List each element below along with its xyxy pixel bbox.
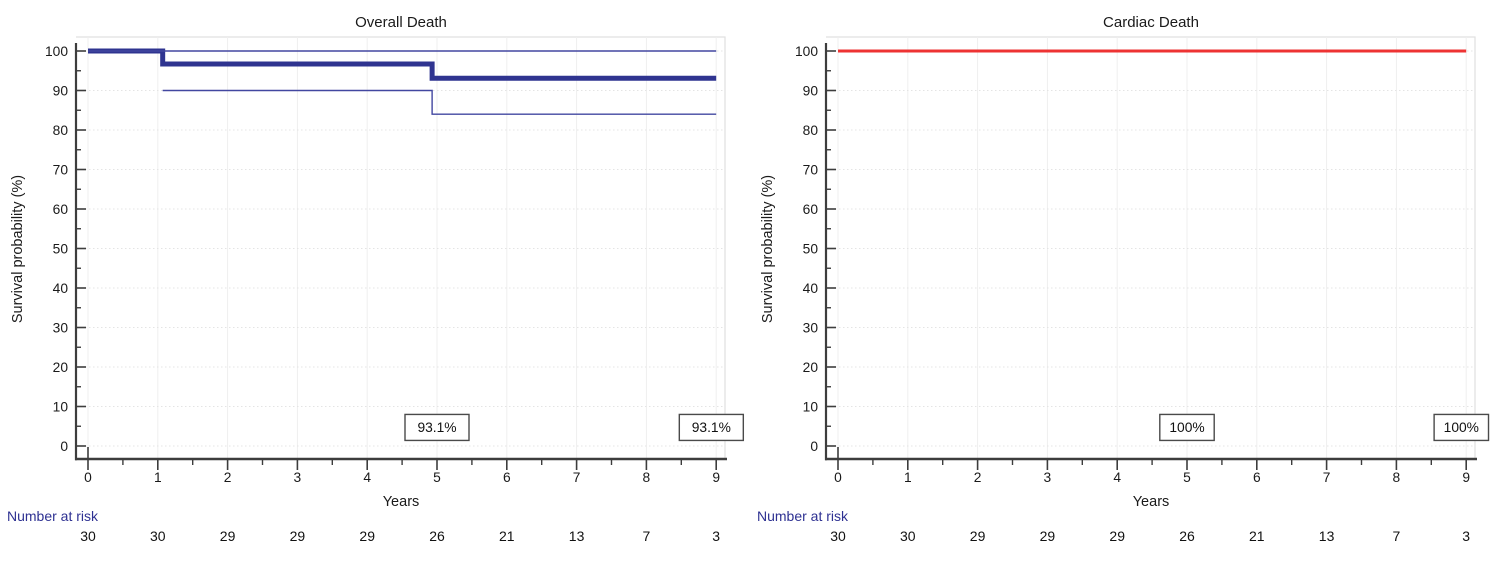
survival-estimate-line bbox=[88, 48, 717, 81]
x-tick-label: 0 bbox=[84, 470, 92, 485]
risk-count: 7 bbox=[1393, 528, 1401, 544]
y-tick-label: 70 bbox=[53, 162, 69, 177]
y-tick-label: 90 bbox=[53, 83, 69, 98]
y-tick-label: 60 bbox=[803, 202, 819, 217]
annotation-box bbox=[678, 413, 745, 442]
x-tick-label: 5 bbox=[433, 470, 441, 485]
annotation-value: 100% bbox=[1444, 420, 1479, 435]
chart-title: Overall Death bbox=[355, 14, 447, 31]
risk-count: 30 bbox=[150, 528, 166, 544]
y-tick-label: 100 bbox=[795, 44, 818, 59]
risk-count: 29 bbox=[220, 528, 236, 544]
x-tick-label: 9 bbox=[1462, 470, 1470, 485]
x-tick-label: 2 bbox=[974, 470, 982, 485]
y-tick-label: 0 bbox=[810, 439, 818, 454]
risk-count: 30 bbox=[830, 528, 846, 544]
overall-death-panel: Overall Death Survival probability (%) 0… bbox=[7, 14, 745, 544]
y-tick-label: 30 bbox=[53, 320, 69, 335]
chart-title: Cardiac Death bbox=[1103, 14, 1199, 31]
x-tick-label: 3 bbox=[294, 470, 302, 485]
y-tick-label: 40 bbox=[53, 281, 69, 296]
x-tick-label: 1 bbox=[154, 470, 162, 485]
risk-count: 29 bbox=[359, 528, 375, 544]
plot-frame bbox=[76, 36, 726, 459]
risk-count: 30 bbox=[900, 528, 916, 544]
ci-lower-line bbox=[162, 89, 717, 115]
y-tick-label: 50 bbox=[53, 241, 69, 256]
y-tick-label: 50 bbox=[803, 241, 819, 256]
y-tick-label: 70 bbox=[803, 162, 819, 177]
x-tick-label: 2 bbox=[224, 470, 232, 485]
number-at-risk-label: Number at risk bbox=[757, 508, 849, 524]
x-tick-label: 8 bbox=[643, 470, 651, 485]
x-tick-label: 7 bbox=[573, 470, 581, 485]
x-axis-title: Years bbox=[1132, 494, 1170, 510]
x-tick-label: 4 bbox=[1113, 470, 1121, 485]
x-tick-label: 0 bbox=[834, 470, 842, 485]
risk-count: 3 bbox=[1462, 528, 1470, 544]
risk-count: 21 bbox=[1249, 528, 1265, 544]
y-tick-label: 10 bbox=[803, 399, 819, 414]
y-tick-label: 100 bbox=[45, 44, 68, 59]
y-tick-label: 80 bbox=[53, 123, 69, 138]
x-tick-label: 6 bbox=[1253, 470, 1261, 485]
risk-count: 26 bbox=[1179, 528, 1195, 544]
number-at-risk-label: Number at risk bbox=[7, 508, 99, 524]
risk-count: 7 bbox=[643, 528, 651, 544]
x-tick-label: 5 bbox=[1183, 470, 1191, 485]
y-tick-label: 0 bbox=[60, 439, 68, 454]
risk-count: 13 bbox=[569, 528, 585, 544]
y-tick-label: 10 bbox=[53, 399, 69, 414]
risk-count: 30 bbox=[80, 528, 96, 544]
plot-frame bbox=[826, 36, 1476, 459]
annotation-box bbox=[1159, 413, 1215, 442]
y-tick-label: 40 bbox=[803, 281, 819, 296]
annotation-box bbox=[1433, 413, 1490, 442]
annotation-value: 93.1% bbox=[417, 420, 456, 435]
y-tick-label: 30 bbox=[803, 320, 819, 335]
risk-count: 21 bbox=[499, 528, 515, 544]
risk-count: 3 bbox=[712, 528, 720, 544]
x-tick-label: 8 bbox=[1393, 470, 1401, 485]
risk-count: 26 bbox=[429, 528, 445, 544]
y-tick-label: 90 bbox=[803, 83, 819, 98]
cardiac-death-plot: 0 10 20 30 40 50 60 70 80 90 100 0 1 2 3 4 5 6 7 8 9 100% 100%… bbox=[795, 36, 1490, 544]
annotation-box bbox=[404, 413, 470, 442]
x-tick-label: 9 bbox=[712, 470, 720, 485]
x-tick-label: 6 bbox=[503, 470, 511, 485]
cardiac-death-panel: Cardiac Death Survival probability (%) 0… bbox=[750, 0, 1500, 564]
risk-count: 29 bbox=[1109, 528, 1125, 544]
annotation-value: 93.1% bbox=[692, 420, 731, 435]
x-tick-label: 1 bbox=[904, 470, 912, 485]
overall-death-plot: 0 10 20 30 40 50 60 70 80 90 100 0 1 2 3 4 5 6 7 8 9 93.1% 93.… bbox=[45, 36, 745, 544]
x-tick-label: 7 bbox=[1323, 470, 1331, 485]
x-tick-label: 3 bbox=[1044, 470, 1052, 485]
risk-count: 29 bbox=[290, 528, 306, 544]
y-tick-label: 20 bbox=[53, 360, 69, 375]
risk-count: 29 bbox=[1040, 528, 1056, 544]
x-axis-title: Years bbox=[382, 494, 420, 510]
risk-count: 13 bbox=[1319, 528, 1335, 544]
y-tick-label: 20 bbox=[803, 360, 819, 375]
x-tick-label: 4 bbox=[363, 470, 371, 485]
risk-count: 29 bbox=[970, 528, 986, 544]
y-tick-label: 80 bbox=[803, 123, 819, 138]
annotation-value: 100% bbox=[1169, 420, 1204, 435]
y-tick-label: 60 bbox=[53, 202, 69, 217]
